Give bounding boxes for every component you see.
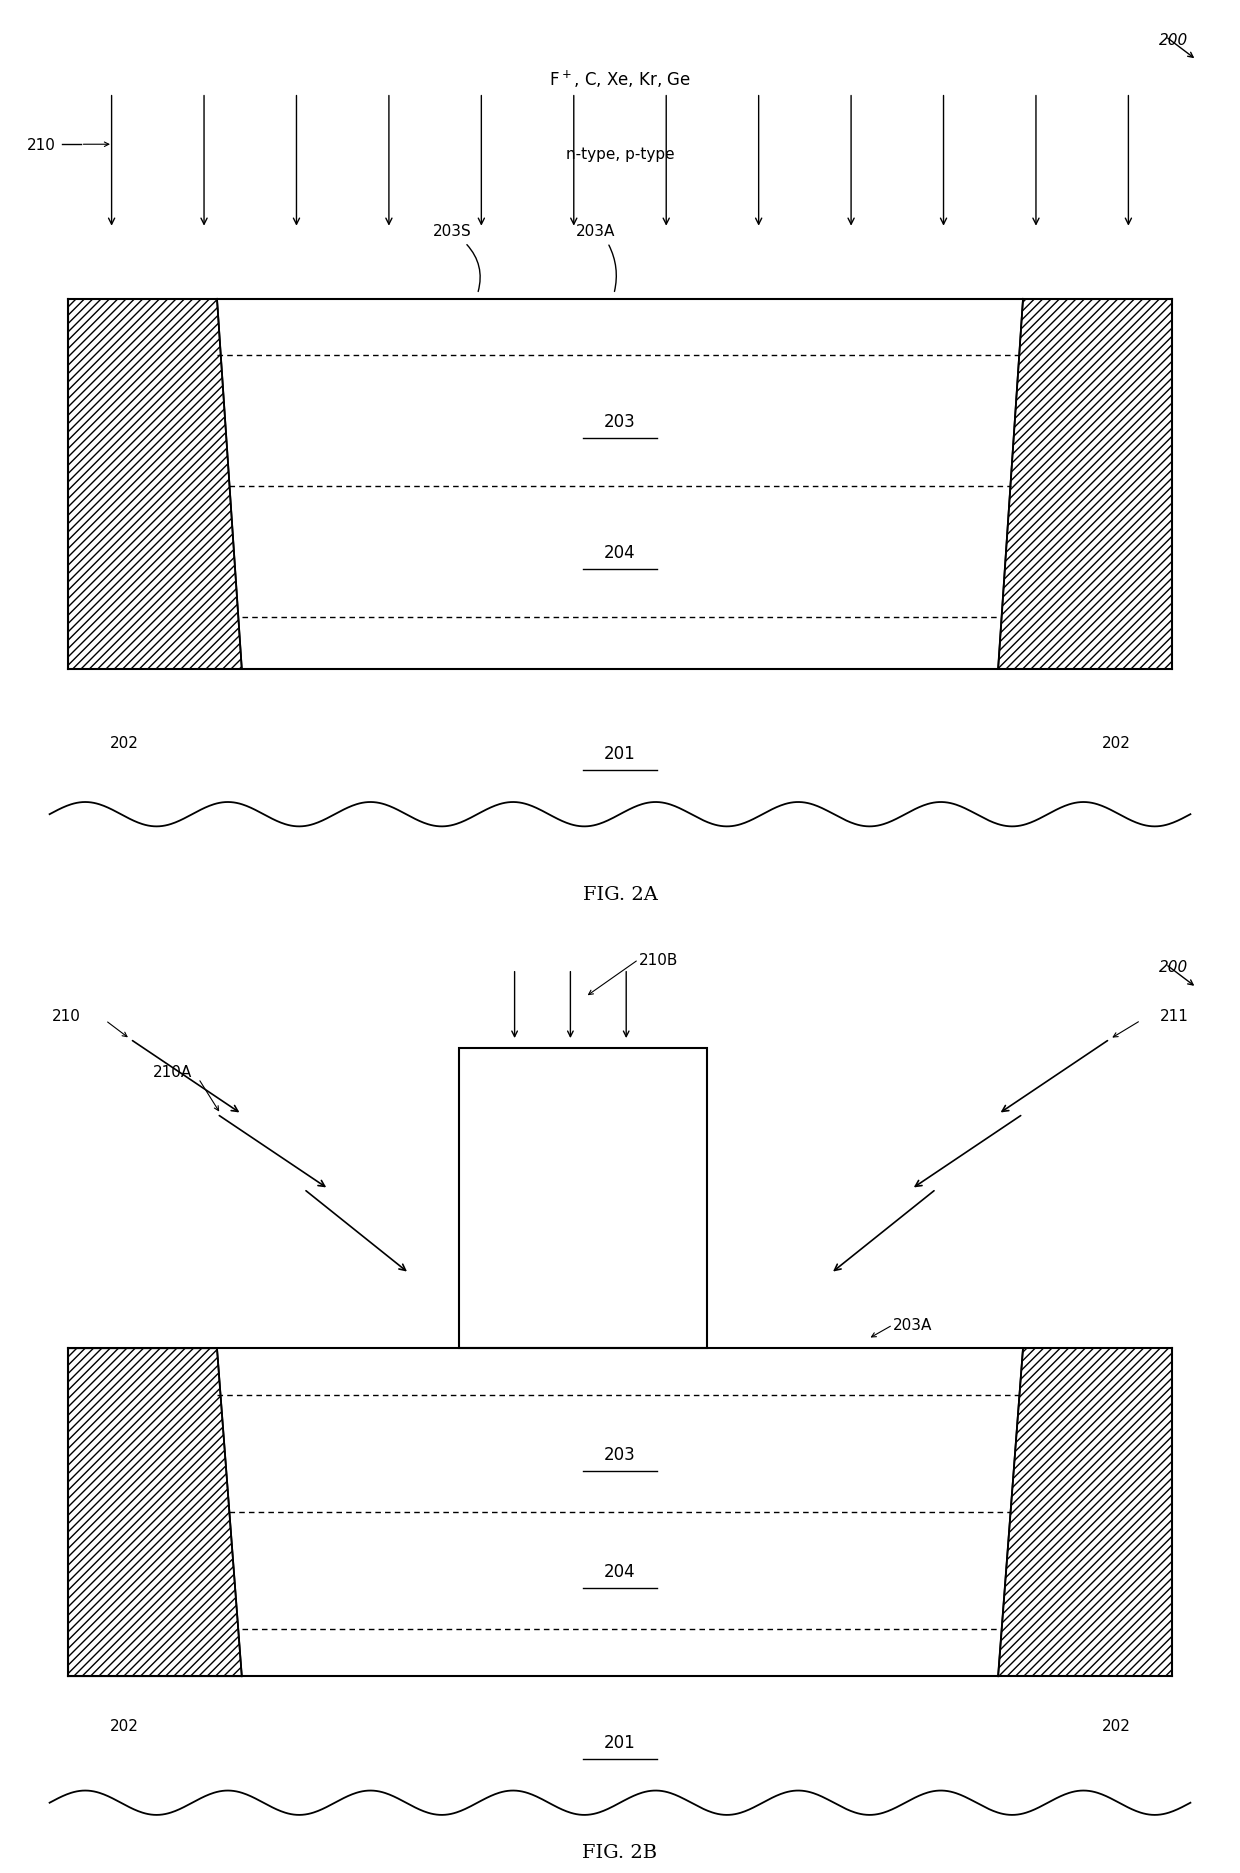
Text: 203: 203 xyxy=(604,412,636,431)
Polygon shape xyxy=(68,1349,242,1676)
Text: 203A: 203A xyxy=(893,1317,932,1334)
Text: 201: 201 xyxy=(604,1733,636,1751)
Bar xyxy=(459,1049,707,1349)
Polygon shape xyxy=(998,300,1172,671)
Text: n-type, p-type: n-type, p-type xyxy=(565,146,675,163)
Text: FIG. 2B: FIG. 2B xyxy=(583,1843,657,1862)
Text: 204: 204 xyxy=(604,1562,636,1581)
Text: 211: 211 xyxy=(1159,1008,1188,1025)
Polygon shape xyxy=(68,300,242,671)
Text: 202: 202 xyxy=(109,1719,139,1734)
Text: FIG. 2A: FIG. 2A xyxy=(583,886,657,903)
Text: 202: 202 xyxy=(1101,1719,1131,1734)
Text: 200: 200 xyxy=(1159,961,1189,976)
Text: 210A: 210A xyxy=(153,1064,192,1081)
Text: 203A: 203A xyxy=(575,223,615,240)
Text: 210: 210 xyxy=(52,1008,81,1025)
Polygon shape xyxy=(998,1349,1172,1676)
Text: 202: 202 xyxy=(1101,734,1131,751)
Text: 210B: 210B xyxy=(639,951,678,968)
Text: 200: 200 xyxy=(1159,34,1189,49)
Text: F$^+$, C, Xe, Kr, Ge: F$^+$, C, Xe, Kr, Ge xyxy=(549,69,691,90)
Text: 203S: 203S xyxy=(433,223,472,240)
Text: 201: 201 xyxy=(604,745,636,762)
Text: 203: 203 xyxy=(604,1444,636,1463)
Text: 210: 210 xyxy=(27,137,56,154)
Text: 204: 204 xyxy=(604,543,636,562)
Text: 202: 202 xyxy=(109,734,139,751)
